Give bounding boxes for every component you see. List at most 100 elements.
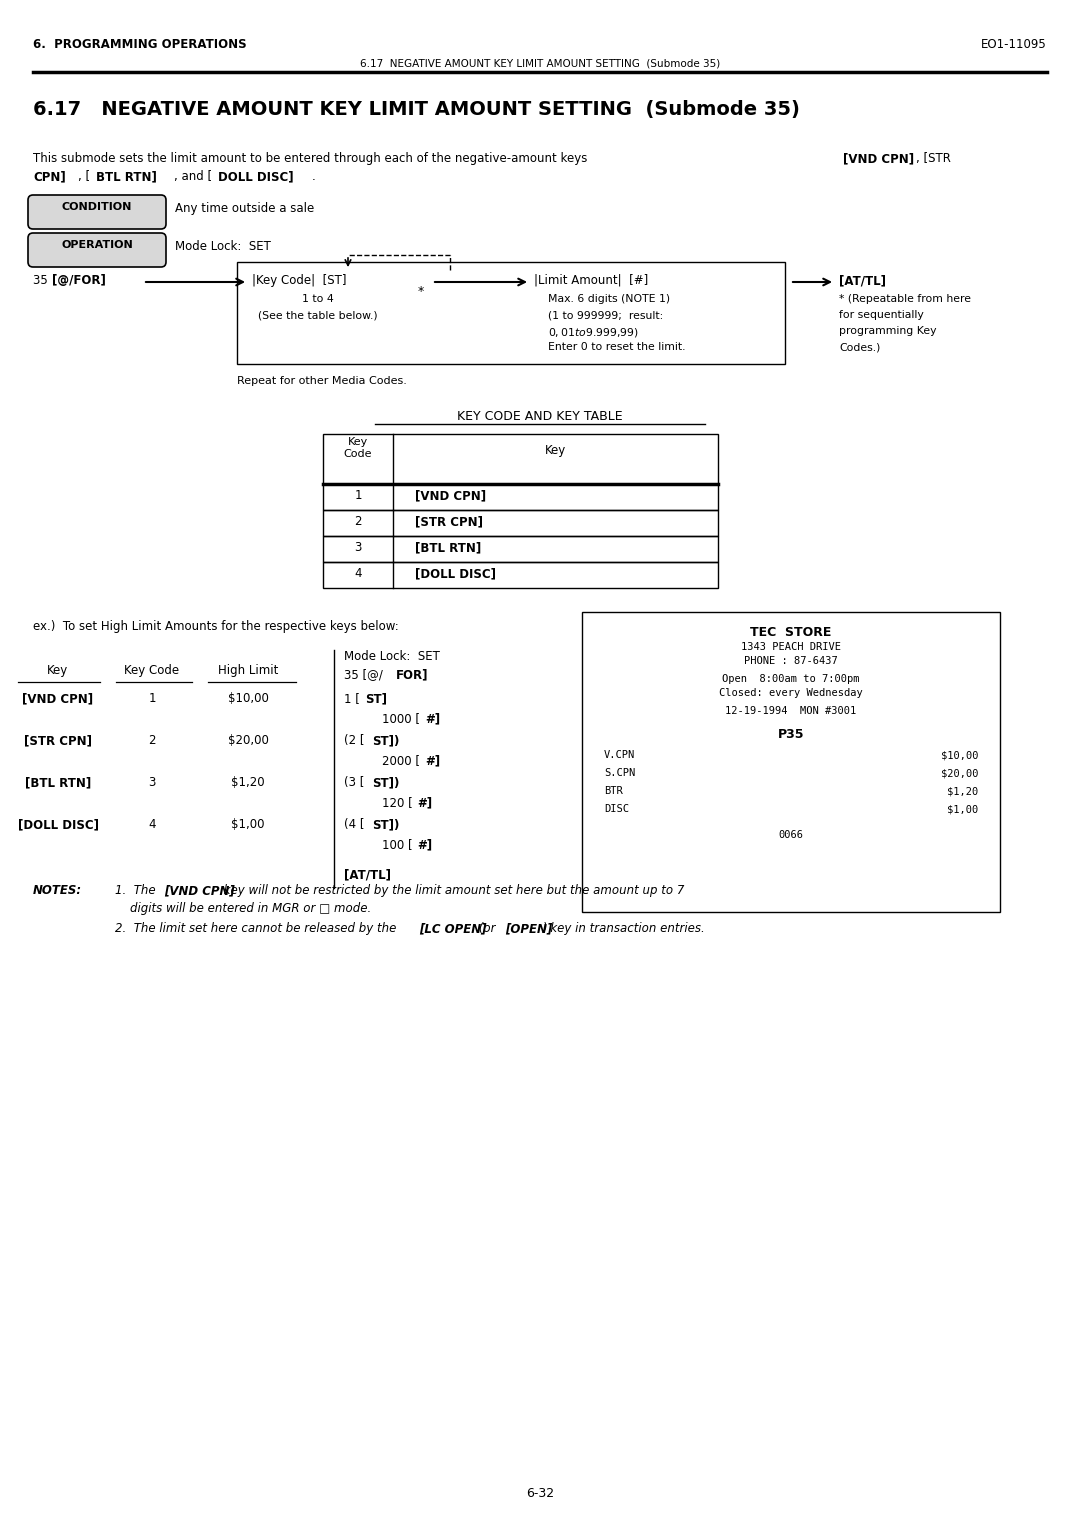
Text: [VND CPN]: [VND CPN]: [415, 489, 486, 503]
Text: Enter 0 to reset the limit.: Enter 0 to reset the limit.: [548, 342, 686, 351]
Bar: [323, 434, 718, 484]
Text: #]: #]: [418, 796, 433, 808]
Text: 6.17  NEGATIVE AMOUNT KEY LIMIT AMOUNT SETTING  (Submode 35): 6.17 NEGATIVE AMOUNT KEY LIMIT AMOUNT SE…: [360, 58, 720, 69]
Text: [VND CPN]: [VND CPN]: [23, 692, 94, 704]
Text: , and [: , and [: [174, 170, 212, 183]
Text: [VND CPN]: [VND CPN]: [843, 151, 914, 165]
Text: #]: #]: [418, 837, 433, 851]
Bar: [323, 510, 718, 536]
Bar: [582, 613, 1000, 912]
Text: [@/FOR]: [@/FOR]: [52, 274, 106, 287]
Text: 1.  The: 1. The: [114, 885, 160, 897]
Text: , [: , [: [78, 170, 90, 183]
Text: Key Code: Key Code: [124, 665, 179, 677]
Text: ST]: ST]: [365, 692, 388, 704]
Text: [DOLL DISC]: [DOLL DISC]: [17, 817, 98, 831]
FancyBboxPatch shape: [28, 196, 166, 229]
Text: ST]): ST]): [373, 817, 400, 831]
Text: $1,00: $1,00: [231, 817, 265, 831]
Text: programming Key: programming Key: [839, 325, 936, 336]
Text: DISC: DISC: [604, 804, 629, 814]
Text: 120 [: 120 [: [382, 796, 413, 808]
Text: $10,00: $10,00: [228, 692, 269, 704]
Text: Any time outside a sale: Any time outside a sale: [175, 202, 314, 215]
Text: 2: 2: [354, 515, 362, 529]
Text: *: *: [418, 286, 424, 298]
Text: 3: 3: [148, 776, 156, 788]
Text: key will not be restricted by the limit amount set here but the amount up to 7: key will not be restricted by the limit …: [220, 885, 685, 897]
Text: $1,20: $1,20: [231, 776, 265, 788]
Text: [STR CPN]: [STR CPN]: [24, 733, 92, 747]
Text: KEY CODE AND KEY TABLE: KEY CODE AND KEY TABLE: [457, 410, 623, 423]
Text: Codes.): Codes.): [839, 342, 880, 351]
Text: (or: (or: [474, 921, 499, 935]
Text: [VND CPN]: [VND CPN]: [164, 885, 235, 897]
Text: * (Repeatable from here: * (Repeatable from here: [839, 293, 971, 304]
Text: Open  8:00am to 7:00pm: Open 8:00am to 7:00pm: [723, 674, 860, 685]
Text: Max. 6 digits (NOTE 1): Max. 6 digits (NOTE 1): [548, 293, 670, 304]
Text: [OPEN]: [OPEN]: [505, 921, 553, 935]
Text: (See the table below.): (See the table below.): [258, 310, 378, 319]
Text: |Limit Amount|  [#]: |Limit Amount| [#]: [534, 274, 648, 287]
Text: Repeat for other Media Codes.: Repeat for other Media Codes.: [237, 376, 407, 387]
Text: 2000 [: 2000 [: [382, 753, 420, 767]
Text: [LC OPEN]: [LC OPEN]: [419, 921, 486, 935]
Text: CPN]: CPN]: [33, 170, 66, 183]
Text: S.CPN: S.CPN: [604, 769, 635, 778]
Text: (2 [: (2 [: [345, 733, 365, 747]
Text: $20,00: $20,00: [941, 769, 978, 778]
Text: ex.)  To set High Limit Amounts for the respective keys below:: ex.) To set High Limit Amounts for the r…: [33, 620, 399, 633]
Text: $10,00: $10,00: [941, 750, 978, 759]
Text: Mode Lock:  SET: Mode Lock: SET: [175, 240, 271, 254]
Text: [BTL RTN]: [BTL RTN]: [25, 776, 91, 788]
Text: (1 to 999999;  result:: (1 to 999999; result:: [548, 310, 663, 319]
Text: 1: 1: [148, 692, 156, 704]
Text: $20,00: $20,00: [228, 733, 269, 747]
Text: 6.  PROGRAMMING OPERATIONS: 6. PROGRAMMING OPERATIONS: [33, 38, 246, 50]
Text: OPERATION: OPERATION: [62, 240, 133, 251]
Text: 6.17   NEGATIVE AMOUNT KEY LIMIT AMOUNT SETTING  (Submode 35): 6.17 NEGATIVE AMOUNT KEY LIMIT AMOUNT SE…: [33, 99, 800, 119]
Text: (4 [: (4 [: [345, 817, 365, 831]
Text: Closed: every Wednesday: Closed: every Wednesday: [719, 688, 863, 698]
Text: Key: Key: [544, 445, 566, 457]
Text: 4: 4: [148, 817, 156, 831]
Text: High Limit: High Limit: [218, 665, 279, 677]
Text: FOR]: FOR]: [396, 668, 429, 681]
Text: , [STR: , [STR: [916, 151, 950, 165]
Text: #]: #]: [424, 753, 440, 767]
Text: 35: 35: [33, 274, 52, 287]
Text: TEC  STORE: TEC STORE: [751, 626, 832, 639]
Text: ST]): ST]): [373, 776, 400, 788]
Text: 1 [: 1 [: [345, 692, 360, 704]
Text: $0,01 to $9.999,99): $0,01 to $9.999,99): [548, 325, 639, 339]
Text: 6-32: 6-32: [526, 1487, 554, 1500]
Text: 2: 2: [148, 733, 156, 747]
Text: V.CPN: V.CPN: [604, 750, 635, 759]
Text: $1,00: $1,00: [947, 804, 978, 814]
Text: NOTES:: NOTES:: [33, 885, 82, 897]
Text: [STR CPN]: [STR CPN]: [415, 515, 483, 529]
Text: Key: Key: [48, 665, 69, 677]
Text: digits will be entered in MGR or □ mode.: digits will be entered in MGR or □ mode.: [114, 902, 372, 915]
Text: 100 [: 100 [: [382, 837, 413, 851]
Text: 2.  The limit set here cannot be released by the: 2. The limit set here cannot be released…: [114, 921, 400, 935]
Text: 1000 [: 1000 [: [382, 712, 420, 724]
Bar: [323, 484, 718, 510]
Text: EO1-11095: EO1-11095: [982, 38, 1047, 50]
Text: #]: #]: [424, 712, 440, 724]
Text: 12-19-1994  MON #3001: 12-19-1994 MON #3001: [726, 706, 856, 717]
Text: P35: P35: [778, 727, 805, 741]
Text: 1: 1: [354, 489, 362, 503]
Text: PHONE : 87-6437: PHONE : 87-6437: [744, 656, 838, 666]
Text: Mode Lock:  SET: Mode Lock: SET: [345, 649, 440, 663]
Text: for sequentially: for sequentially: [839, 310, 923, 319]
Text: 35 [@/: 35 [@/: [345, 668, 383, 681]
Text: .: .: [312, 170, 315, 183]
FancyBboxPatch shape: [28, 232, 166, 267]
Text: BTL RTN]: BTL RTN]: [96, 170, 157, 183]
Text: 0066: 0066: [779, 830, 804, 840]
Text: DOLL DISC]: DOLL DISC]: [218, 170, 294, 183]
Text: 4: 4: [354, 567, 362, 581]
Text: [DOLL DISC]: [DOLL DISC]: [415, 567, 496, 581]
Bar: [323, 562, 718, 588]
